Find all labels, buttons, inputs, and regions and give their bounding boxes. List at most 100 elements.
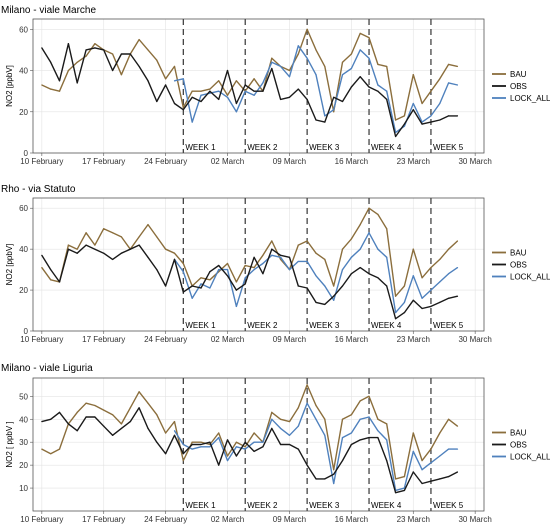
x-tick-label: 17 February (82, 335, 125, 344)
data-point (297, 88, 299, 90)
data-point (173, 102, 176, 105)
data-point (394, 492, 397, 494)
data-point (103, 252, 105, 254)
data-point (439, 301, 441, 303)
data-point (350, 86, 352, 88)
y-tick-label: 20 (19, 286, 28, 295)
data-point (412, 275, 414, 277)
data-point (315, 404, 317, 407)
y-tick-label: 60 (19, 25, 28, 34)
data-point (235, 80, 237, 82)
data-point (403, 489, 406, 491)
legend: BAU OBS LOCK_ALL (492, 70, 550, 103)
data-point (58, 80, 61, 82)
data-point (235, 111, 237, 113)
data-point (85, 402, 87, 404)
data-point (94, 416, 96, 418)
x-tick-label: 17 February (82, 515, 125, 524)
data-point (244, 446, 246, 448)
data-point (209, 287, 211, 289)
data-point (85, 232, 87, 234)
data-point (448, 273, 450, 275)
data-point (147, 49, 149, 51)
data-point (111, 53, 114, 55)
data-point (306, 287, 308, 289)
week-label-2: WEEK 2 (247, 501, 278, 510)
week-label-3: WEEK 3 (309, 143, 340, 152)
data-point (394, 478, 397, 480)
data-point (235, 441, 237, 443)
data-point (173, 252, 176, 254)
data-point (315, 74, 317, 76)
data-point (218, 80, 220, 82)
data-point (58, 448, 61, 450)
data-point (386, 65, 388, 68)
data-point (226, 455, 229, 457)
data-point (76, 248, 78, 250)
data-point (244, 90, 246, 92)
series-line-obs (41, 407, 458, 494)
data-point (421, 102, 423, 105)
panel-rho-via-statuto: Rho - via Statuto 0 20 40 60 10 February 17 Fe… (1, 184, 550, 344)
x-tick-label: 16 March (335, 157, 368, 166)
data-point (253, 266, 255, 269)
data-point (85, 244, 87, 246)
data-point (226, 69, 229, 72)
data-point (377, 277, 379, 279)
data-point (456, 240, 459, 242)
legend-label-obs: OBS (510, 441, 527, 450)
x-tick-label: 10 February (20, 335, 63, 344)
data-point (280, 65, 282, 68)
data-point (120, 423, 123, 425)
x-tick-label: 09 March (273, 335, 306, 344)
data-point (359, 266, 361, 269)
data-point (235, 102, 237, 105)
data-point (244, 441, 246, 443)
data-point (191, 285, 193, 287)
series-line-bau (41, 207, 458, 297)
data-point (218, 269, 220, 271)
data-point (368, 86, 370, 88)
data-point (430, 462, 432, 464)
data-point (456, 115, 459, 117)
data-point (350, 238, 352, 240)
data-point (94, 248, 96, 250)
data-point (209, 88, 211, 90)
data-point (297, 285, 299, 287)
data-point (191, 441, 193, 443)
data-point (386, 98, 388, 100)
data-point (244, 264, 246, 267)
data-point (209, 279, 211, 281)
data-point (297, 407, 299, 409)
y-axis-label: NO2 [ppbV] (5, 65, 14, 107)
data-point (324, 115, 326, 117)
x-tick-label: 30 March (458, 515, 491, 524)
data-point (209, 446, 211, 448)
data-point (191, 96, 193, 98)
data-point (394, 135, 397, 138)
legend-label-lock-all: LOCK_ALL (510, 273, 550, 282)
data-point (76, 411, 78, 413)
data-point (111, 258, 114, 260)
legend: BAU OBS LOCK_ALL (492, 249, 550, 282)
data-point (67, 69, 69, 72)
x-tick-label: 10 February (20, 157, 63, 166)
data-point (288, 443, 291, 446)
data-point (200, 443, 202, 446)
data-point (421, 459, 423, 462)
data-point (182, 271, 184, 273)
data-point (306, 384, 308, 386)
data-point (138, 39, 140, 41)
data-point (120, 252, 123, 254)
data-point (288, 269, 291, 271)
data-point (430, 480, 432, 482)
data-point (288, 76, 291, 78)
legend-label-bau: BAU (510, 429, 527, 438)
data-point (226, 439, 229, 441)
data-point (430, 266, 432, 269)
data-point (341, 248, 344, 250)
series-line-bau (41, 28, 458, 121)
data-point (315, 301, 317, 303)
data-point (386, 285, 388, 287)
week-label-2: WEEK 2 (247, 321, 278, 330)
